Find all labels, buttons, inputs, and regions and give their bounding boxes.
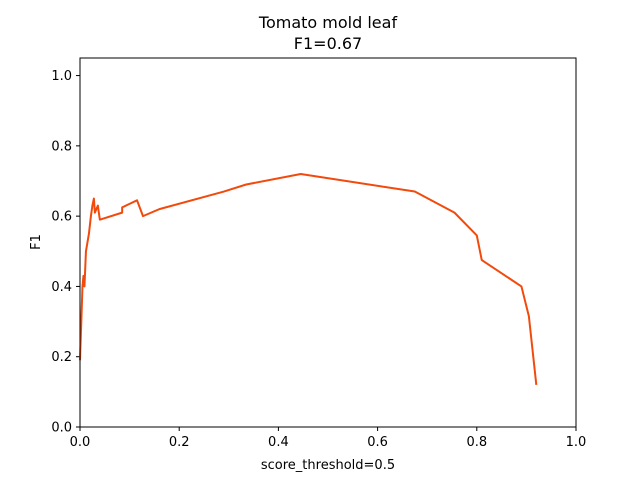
x-axis-label: score_threshold=0.5 [261, 458, 395, 473]
y-tick-label: 0.8 [51, 139, 72, 154]
y-tick-label: 0.2 [51, 350, 72, 365]
x-tick-label: 0.4 [268, 435, 289, 450]
x-tick-label: 0.0 [70, 435, 91, 450]
y-tick-label: 1.0 [51, 69, 72, 84]
chart-subtitle: F1=0.67 [294, 34, 362, 53]
y-tick-label: 0.6 [51, 210, 72, 225]
axis-ticks: 0.0 0.2 0.4 0.6 0.8 1.0 0.0 0.2 0.4 0.6 0.8 1.0 [51, 69, 586, 450]
y-tick-label: 0.4 [51, 280, 72, 295]
y-tick-label: 0.0 [51, 421, 72, 436]
x-tick-label: 1.0 [566, 435, 587, 450]
f1-series-line [79, 172, 538, 385]
x-tick-label: 0.2 [169, 435, 190, 450]
plot-frame [79, 57, 577, 428]
x-tick-label: 0.6 [367, 435, 388, 450]
y-axis-label: F1 [29, 234, 44, 250]
x-tick-label: 0.8 [466, 435, 487, 450]
chart-title: Tomato mold leaf [258, 13, 398, 32]
